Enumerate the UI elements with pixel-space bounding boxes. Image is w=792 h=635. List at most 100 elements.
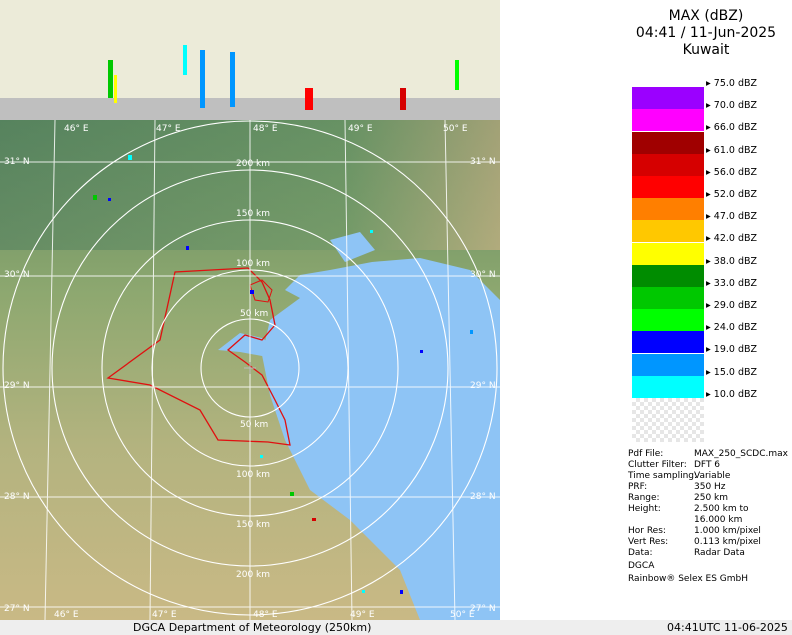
metadata-value: 250 km: [694, 493, 729, 503]
legend-swatch: [632, 198, 704, 221]
legend-swatch: [632, 131, 704, 154]
radar-map[interactable]: 46° E 47° E 48° E 49° E 50° E 31° N 30° …: [0, 0, 500, 620]
legend-swatch: [632, 153, 704, 176]
metadata-value: Radar Data: [694, 548, 745, 558]
product-datetime: 04:41 / 11-Jun-2025: [635, 25, 777, 41]
lat-label-right: 30° N: [470, 270, 496, 280]
legend-swatch: [632, 331, 704, 354]
top-xsection-echoes: [108, 45, 459, 110]
org-line-1: DGCA: [628, 561, 655, 571]
legend-swatch: [632, 109, 704, 132]
legend-swatch: [632, 176, 704, 198]
legend-label: ▸ 29.0 dBZ: [706, 300, 758, 311]
legend-swatch: [632, 242, 704, 265]
legend-row: ▸ 47.0 dBZ: [632, 198, 782, 223]
lat-label: 27° N: [4, 604, 30, 614]
lon-label: 50° E: [443, 124, 468, 134]
kuwait-bay: [218, 333, 280, 356]
legend-label: ▸ 38.0 dBZ: [706, 255, 758, 267]
metadata-value: DFT 6: [694, 460, 721, 470]
legend-label: ▸ 56.0 dBZ: [706, 166, 758, 178]
legend-label: ▸ 42.0 dBZ: [706, 233, 758, 245]
legend-label: ▸ 66.0 dBZ: [706, 122, 758, 134]
product-title: MAX (dBZ): [668, 8, 744, 24]
metadata-value: Variable: [694, 471, 731, 481]
metadata-key: Vert Res:: [628, 537, 669, 547]
xsection-bottom-height-label: 2.5 km: [507, 102, 539, 112]
lat-label-right: 28° N: [470, 492, 496, 502]
metadata-key: PRF:: [628, 482, 648, 492]
metadata-value: 1.000 km/pixel: [694, 526, 761, 536]
lon-label-bottom: 47° E: [152, 610, 177, 620]
range-label: 100 km: [236, 470, 271, 480]
metadata-key: Pdf File:: [628, 449, 664, 459]
metadata-key: Hor Res:: [628, 526, 666, 536]
lon-label: 49° E: [348, 124, 373, 134]
bubiyan-island: [249, 279, 273, 303]
range-ring-250: [2, 120, 498, 616]
legend-label: ▸ 61.0 dBZ: [706, 144, 758, 156]
legend-row: ▸ 10.0 dBZ: [632, 375, 782, 400]
metadata-value: 0.113 km/pixel: [694, 537, 761, 547]
legend-row: ▸ 52.0 dBZ: [632, 176, 782, 200]
legend-label: ▸ 10.0 dBZ: [706, 388, 758, 400]
legend-label: ▸ 15.0 dBZ: [706, 366, 758, 378]
range-label: 150 km: [236, 209, 271, 219]
legend-row: ▸ 70.0 dBZ: [632, 87, 782, 112]
legend-row: ▸ 38.0 dBZ: [632, 242, 782, 267]
legend-row: ▸ 42.0 dBZ: [632, 220, 782, 245]
xsection-top-height-label: 16.0 km: [577, 8, 614, 18]
legend-label: ▸ 52.0 dBZ: [706, 189, 758, 200]
range-label: 200 km: [236, 570, 271, 580]
metadata-key: Data:: [628, 548, 653, 558]
metadata-value: MAX_250_SCDC.max: [694, 449, 788, 459]
range-label: 150 km: [236, 520, 271, 530]
org-line-2: Rainbow® Selex ES GmbH: [628, 574, 749, 584]
metadata-value: 350 Hz: [694, 482, 726, 492]
lon-label: 48° E: [253, 124, 278, 134]
range-label: 200 km: [236, 159, 271, 169]
legend-row: ▸ 56.0 dBZ: [632, 153, 782, 178]
range-ring-200: [51, 169, 449, 567]
legend-row: ▸ 19.0 dBZ: [632, 331, 782, 355]
legend-swatch: [632, 264, 704, 287]
sea-area: [262, 258, 500, 620]
legend-row: ▸ 24.0 dBZ: [632, 309, 782, 333]
map-canvas: [0, 0, 500, 620]
legend-swatch: [632, 65, 704, 87]
lat-label: 30° N: [4, 270, 30, 280]
metadata-key: Height:: [628, 504, 661, 514]
range-label: 50 km: [240, 309, 269, 319]
lat-label-right: 31° N: [470, 157, 496, 167]
radar-echoes: [93, 155, 473, 594]
radar-site-icon: [244, 362, 256, 374]
legend-row: ▸ 33.0 dBZ: [632, 264, 782, 289]
lat-label-right: 27° N: [470, 604, 496, 614]
shatt-al-arab: [330, 232, 375, 262]
lon-label-bottom: 50° E: [450, 610, 475, 620]
range-ring-50: [200, 318, 300, 418]
range-ring-150: [101, 219, 399, 517]
top-xsection-terrain: [0, 98, 500, 120]
lat-label: 28° N: [4, 492, 30, 502]
metadata-key: Time sampling:: [628, 471, 698, 481]
range-label: 50 km: [240, 420, 269, 430]
legend-label: ▸ 70.0 dBZ: [706, 100, 758, 112]
metadata-value: 2.500 km to: [694, 504, 749, 514]
legend-label: ▸ 33.0 dBZ: [706, 277, 758, 289]
range-rings: [2, 120, 498, 616]
footer-left: DGCA Department of Meteorology (250km): [133, 621, 372, 634]
legend-label: ▸ 47.0 dBZ: [706, 211, 758, 223]
footer-right: 04:41UTC 11-06-2025: [667, 621, 788, 634]
info-panel: MAX (dBZ) 04:41 / 11-Jun-2025 Kuwait ▸ 7…: [620, 0, 792, 620]
legend-swatch: [632, 287, 704, 309]
metadata-key: Range:: [628, 493, 660, 503]
legend-row: ▸ 29.0 dBZ: [632, 287, 782, 311]
legend-row: ▸ 15.0 dBZ: [632, 353, 782, 378]
legend-row: ▸ 61.0 dBZ: [632, 131, 782, 156]
lon-label-bottom: 46° E: [54, 610, 79, 620]
lon-label: 47° E: [156, 124, 181, 134]
lon-label-bottom: 49° E: [350, 610, 375, 620]
metadata-key: Clutter Filter:: [628, 460, 687, 470]
legend-nodata-swatch: [632, 398, 704, 442]
